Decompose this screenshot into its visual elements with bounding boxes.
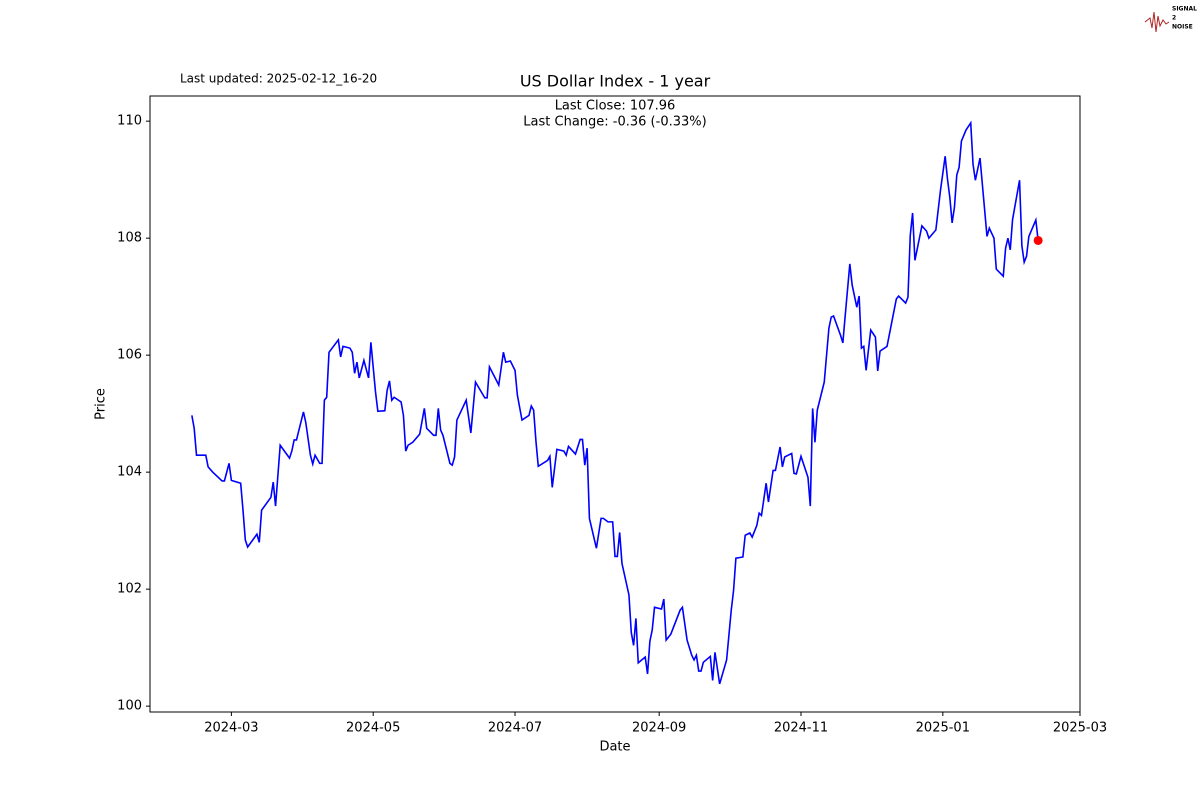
y-tick-label: 102: [117, 582, 142, 597]
y-tick-label: 108: [117, 231, 142, 246]
y-tick-label: 104: [117, 465, 142, 480]
x-tick-label: 2025-03: [1053, 721, 1107, 736]
y-tick-label: 100: [117, 699, 142, 714]
x-axis-label: Date: [599, 740, 630, 755]
x-tick-label: 2024-03: [204, 721, 258, 736]
y-axis-label: Price: [94, 388, 109, 420]
annotation: Last Close: 107.96: [555, 99, 676, 114]
logo-text: NOISE: [1172, 24, 1193, 31]
chart-title: US Dollar Index - 1 year: [520, 72, 711, 91]
x-tick-label: 2024-09: [632, 721, 686, 736]
plot-frame: [149, 95, 1081, 713]
annotation: Last Change: -0.36 (-0.33%): [523, 115, 706, 130]
x-tick-label: 2024-07: [488, 721, 542, 736]
last-close-marker: [1033, 235, 1043, 245]
logo: SIGNAL 2 NOISE: [1144, 6, 1197, 33]
subtitle: Last updated: 2025-02-12_16-20: [180, 72, 377, 86]
x-tick-label: 2024-11: [774, 721, 828, 736]
x-tick-label: 2025-01: [916, 721, 970, 736]
y-tick-label: 106: [117, 348, 142, 363]
price-line: [191, 120, 1039, 685]
logo-text: 2: [1172, 15, 1176, 22]
logo-wave: [1144, 11, 1170, 33]
y-tick-label: 110: [117, 114, 142, 129]
logo-text: SIGNAL: [1172, 6, 1197, 13]
x-tick-label: 2024-05: [346, 721, 400, 736]
